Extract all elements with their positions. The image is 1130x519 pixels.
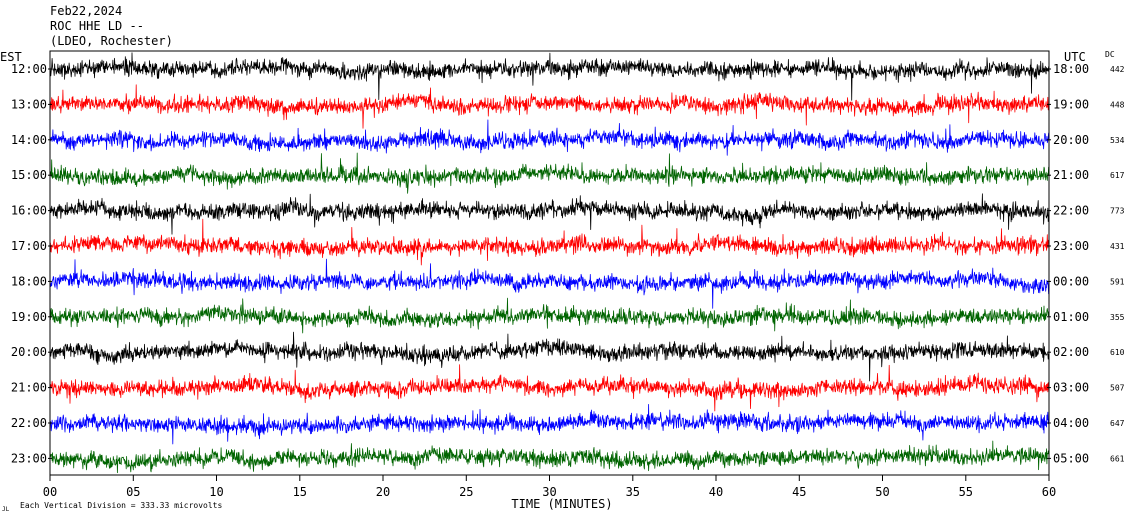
dc-value-3: 617	[1110, 171, 1125, 180]
dc-value-7: 355	[1110, 313, 1125, 322]
utc-label-4: 22:00	[1053, 204, 1089, 218]
dc-label: DC	[1105, 50, 1115, 59]
dc-value-8: 610	[1110, 348, 1125, 357]
x-tick-label-2: 10	[209, 485, 223, 499]
x-tick-label-1: 05	[126, 485, 140, 499]
header-station: ROC HHE LD --	[50, 19, 144, 33]
est-label-9: 21:00	[11, 381, 47, 395]
dc-value-11: 661	[1110, 454, 1125, 463]
x-tick-label-6: 30	[542, 485, 556, 499]
utc-label-1: 19:00	[1053, 97, 1089, 111]
trace-row-2	[49, 119, 1050, 156]
dc-value-9: 507	[1110, 384, 1125, 393]
trace-row-8	[49, 331, 1050, 382]
dc-value-10: 647	[1110, 419, 1125, 428]
x-tick-label-8: 40	[709, 485, 723, 499]
trace-row-5	[49, 218, 1050, 266]
est-label-2: 14:00	[11, 133, 47, 147]
trace-row-10	[49, 403, 1050, 445]
x-tick-label-4: 20	[376, 485, 390, 499]
trace-row-11	[49, 440, 1050, 474]
trace-row-3	[49, 152, 1050, 194]
left-axis-label: EST	[0, 50, 22, 64]
x-tick-label-12: 60	[1042, 485, 1056, 499]
plot-frame	[49, 50, 1050, 476]
trace-row-9	[49, 364, 1050, 412]
utc-label-5: 23:00	[1053, 239, 1089, 253]
utc-label-11: 05:00	[1053, 451, 1089, 465]
est-label-8: 20:00	[11, 345, 47, 359]
footer-mark: JL	[2, 506, 10, 513]
dc-value-6: 591	[1110, 277, 1125, 286]
dc-value-2: 534	[1110, 136, 1125, 145]
x-tick-label-11: 55	[959, 485, 973, 499]
utc-label-2: 20:00	[1053, 133, 1089, 147]
utc-label-7: 01:00	[1053, 310, 1089, 324]
utc-label-6: 00:00	[1053, 274, 1089, 288]
header-date: Feb22,2024	[50, 4, 122, 18]
x-tick-label-0: 00	[43, 485, 57, 499]
est-label-7: 19:00	[11, 310, 47, 324]
x-tick-label-5: 25	[459, 485, 473, 499]
right-axis-label: UTC	[1064, 50, 1086, 64]
x-tick-label-10: 50	[875, 485, 889, 499]
dc-value-5: 431	[1110, 242, 1125, 251]
est-label-11: 23:00	[11, 451, 47, 465]
est-label-1: 13:00	[11, 97, 47, 111]
utc-label-10: 04:00	[1053, 416, 1089, 430]
utc-label-0: 18:00	[1053, 62, 1089, 76]
dc-value-1: 448	[1110, 100, 1125, 109]
est-label-3: 15:00	[11, 168, 47, 182]
header-network: (LDEO, Rochester)	[50, 34, 173, 48]
dc-value-4: 773	[1110, 207, 1125, 216]
x-tick-label-9: 45	[792, 485, 806, 499]
est-label-6: 18:00	[11, 274, 47, 288]
est-label-4: 16:00	[11, 204, 47, 218]
x-tick-label-7: 35	[626, 485, 640, 499]
utc-label-3: 21:00	[1053, 168, 1089, 182]
utc-label-9: 03:00	[1053, 381, 1089, 395]
footer-note: Each Vertical Division = 333.33 microvol…	[20, 501, 222, 510]
trace-layer	[49, 52, 1050, 474]
trace-row-4	[49, 193, 1050, 235]
trace-row-6	[49, 258, 1050, 309]
est-label-0: 12:00	[11, 62, 47, 76]
trace-row-1	[49, 84, 1050, 129]
est-label-5: 17:00	[11, 239, 47, 253]
dc-value-0: 442	[1110, 65, 1125, 74]
est-label-10: 22:00	[11, 416, 47, 430]
trace-row-0	[49, 52, 1050, 101]
label-layer: 12:00 18:00 442 13:00 19:00 448 14:00 20:00 534 1…	[11, 62, 1125, 499]
trace-row-7	[49, 297, 1050, 334]
x-axis-label: TIME (MINUTES)	[511, 497, 612, 511]
x-tick-label-3: 15	[293, 485, 307, 499]
utc-label-8: 02:00	[1053, 345, 1089, 359]
